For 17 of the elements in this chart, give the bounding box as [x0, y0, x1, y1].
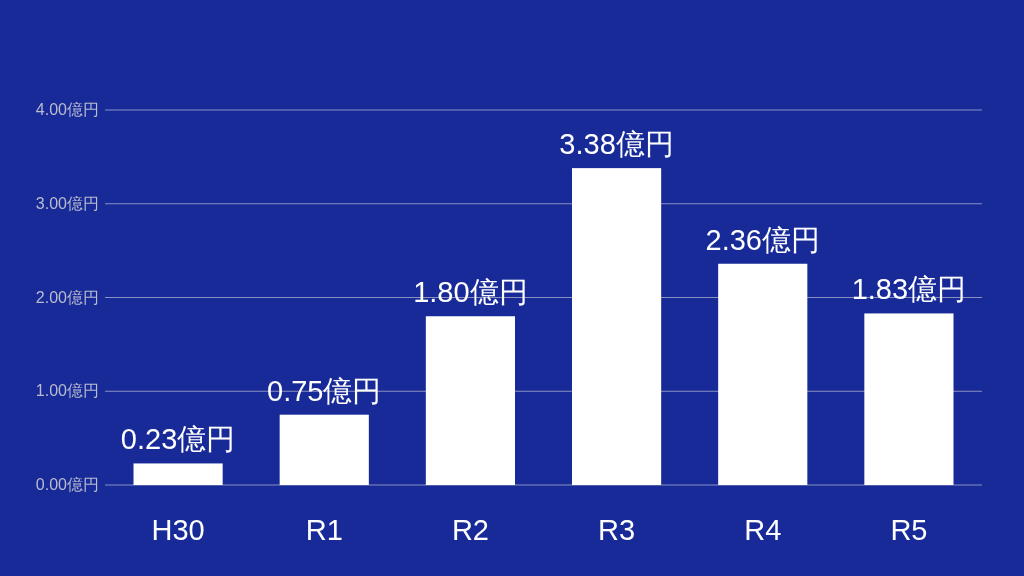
- ytick-label: 2.00億円: [35, 288, 99, 306]
- xtick-label: R2: [451, 514, 489, 546]
- xtick-label: R1: [305, 514, 343, 546]
- xtick-label: R4: [744, 514, 782, 546]
- xtick-label: R3: [598, 514, 636, 546]
- data-label: 2.36億円: [705, 223, 820, 256]
- data-label: 3.38億円: [559, 128, 674, 161]
- data-label: 0.23億円: [120, 423, 236, 456]
- ytick-label: 3.00億円: [35, 194, 99, 212]
- data-label: 1.80億円: [413, 276, 528, 309]
- ytick-label: 4.00億円: [35, 101, 99, 118]
- xtick-label: H30: [151, 514, 205, 546]
- data-label: 0.75億円: [267, 374, 382, 407]
- xtick-label: R5: [890, 514, 928, 546]
- ytick-label: 1.00億円: [35, 382, 99, 400]
- ytick-label: 0.00億円: [35, 476, 99, 493]
- data-label: 1.83億円: [851, 273, 967, 306]
